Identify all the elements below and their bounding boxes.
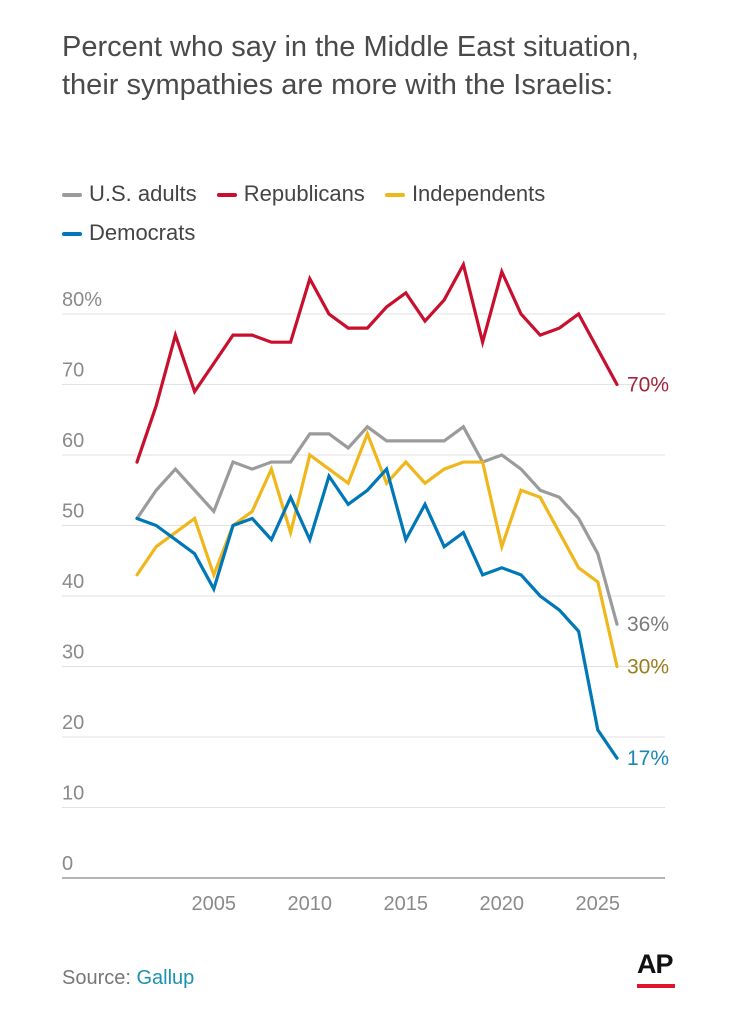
x-tick-label: 2010 xyxy=(288,893,333,915)
ap-logo: AP xyxy=(637,949,674,979)
x-tick-label: 2025 xyxy=(576,893,621,915)
legend-swatch xyxy=(62,232,82,237)
legend-item-independents: Independents xyxy=(384,174,546,213)
legend-item-democrats: Democrats xyxy=(62,213,195,252)
legend-swatch xyxy=(62,193,82,198)
series-line-democrats xyxy=(135,465,619,760)
end-label: 30% xyxy=(627,656,669,679)
y-tick-label: 40 xyxy=(62,571,84,593)
y-tick-label: 20 xyxy=(62,712,84,734)
source-prefix: Source: xyxy=(62,967,137,989)
x-tick-label: 2020 xyxy=(480,893,525,915)
source-note: Source: Gallup xyxy=(62,967,194,990)
series-line-republicans xyxy=(135,260,619,464)
end-label: 17% xyxy=(627,747,669,770)
legend-item-republicans: Republicans xyxy=(216,174,365,213)
y-tick-label: 10 xyxy=(62,783,84,805)
y-tick-label: 50 xyxy=(62,501,84,523)
y-tick-label: 30 xyxy=(62,642,84,664)
end-label: 70% xyxy=(627,374,669,397)
end-label: 36% xyxy=(627,613,669,636)
y-tick-label: 70 xyxy=(62,360,84,382)
ap-logo-bar xyxy=(637,984,675,988)
legend-label: Independents xyxy=(411,181,546,206)
series-line-independents xyxy=(135,429,619,669)
legend-item-us-adults: U.S. adults xyxy=(62,174,197,213)
source-link[interactable]: Gallup xyxy=(136,967,195,989)
y-tick-label: 80% xyxy=(62,289,102,311)
y-tick-label: 60 xyxy=(62,430,84,452)
chart-title: Percent who say in the Middle East situa… xyxy=(62,31,640,101)
legend-swatch xyxy=(216,193,237,198)
legend-label: Democrats xyxy=(89,220,196,245)
series-line-u-s-adults xyxy=(135,424,619,626)
legend-label: Republicans xyxy=(243,181,365,206)
y-tick-label: 0 xyxy=(62,853,73,875)
legend-swatch xyxy=(384,193,405,198)
legend-label: U.S. adults xyxy=(89,181,197,206)
x-tick-label: 2015 xyxy=(384,893,429,915)
legend: U.S. adults Republicans Independents Dem… xyxy=(62,174,682,252)
x-tick-label: 2005 xyxy=(192,893,237,915)
